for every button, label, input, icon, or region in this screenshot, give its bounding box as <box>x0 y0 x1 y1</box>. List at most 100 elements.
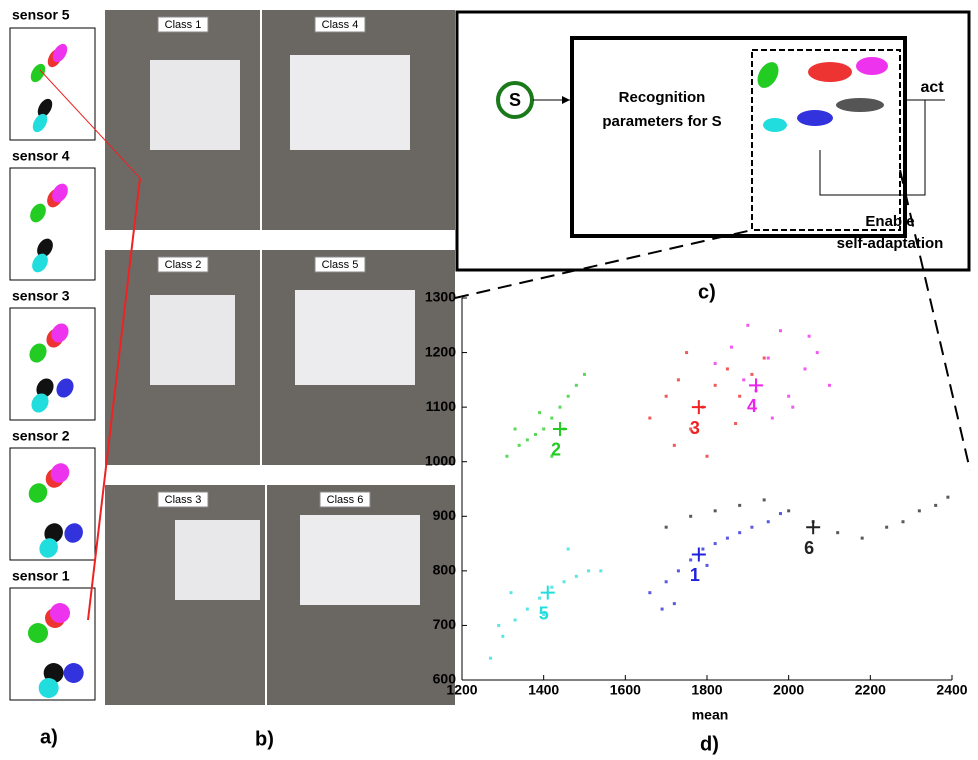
class-tag <box>157 256 209 273</box>
point <box>525 607 529 611</box>
sensor-box <box>9 447 96 561</box>
node-label: S <box>509 90 521 110</box>
panel-label: c) <box>698 281 716 303</box>
x-tick-label: 1200 <box>446 682 477 698</box>
point <box>664 525 668 529</box>
point <box>689 558 693 562</box>
box-text: parameters for S <box>602 113 721 130</box>
point <box>672 602 676 606</box>
sensor-blob <box>30 203 46 223</box>
panel-label: a) <box>40 726 58 748</box>
point <box>762 356 766 360</box>
point <box>725 367 729 371</box>
point <box>701 547 705 551</box>
point <box>946 495 950 499</box>
panel-label: b) <box>255 728 274 750</box>
point <box>489 656 493 660</box>
dashed-box <box>751 49 901 231</box>
feedback-line <box>819 100 926 196</box>
y-tick-label: 1200 <box>425 343 456 359</box>
blob <box>808 62 852 82</box>
arrow-head <box>562 96 570 104</box>
class-tag <box>157 491 209 508</box>
point <box>566 394 570 398</box>
screen <box>300 515 420 605</box>
class-label: Class 1 <box>165 19 202 31</box>
point <box>836 531 840 535</box>
point <box>750 372 754 376</box>
sensor-box <box>9 27 96 141</box>
point <box>734 422 738 426</box>
blob <box>856 57 888 75</box>
sensor-blob <box>39 538 58 558</box>
cluster-label: 3 <box>690 418 700 438</box>
point <box>738 503 742 507</box>
point <box>566 547 570 551</box>
panel-label: d) <box>700 733 719 755</box>
blob <box>763 118 787 132</box>
sensor-blob <box>63 663 84 683</box>
sensor-blob <box>28 623 48 643</box>
cluster-label: 2 <box>551 440 561 460</box>
cluster-center <box>691 400 706 415</box>
class-tag <box>157 16 209 33</box>
point <box>517 443 521 447</box>
class-tag <box>314 16 366 33</box>
x-tick-label: 1400 <box>528 682 559 698</box>
sensor-blob <box>29 343 47 363</box>
blob <box>757 62 779 88</box>
point <box>713 509 717 513</box>
point <box>766 356 770 360</box>
mini-scatter <box>757 57 888 132</box>
point <box>513 618 517 622</box>
point <box>730 345 733 349</box>
sensor-box <box>9 587 96 701</box>
point <box>509 591 513 595</box>
cluster-label: 5 <box>539 603 549 623</box>
point <box>534 432 537 436</box>
point <box>885 525 889 529</box>
point <box>550 454 554 458</box>
link-line <box>39 69 141 179</box>
feedback-text: Enable <box>865 213 914 230</box>
point <box>860 536 864 540</box>
sensor-blob <box>51 323 69 343</box>
cluster-center <box>553 421 567 436</box>
point <box>738 394 742 398</box>
point <box>787 509 791 513</box>
param-box <box>570 36 907 238</box>
point <box>562 580 566 584</box>
cluster-center <box>806 520 821 535</box>
y-tick-label: 800 <box>433 562 457 578</box>
sensor-title: sensor 3 <box>12 288 70 304</box>
sensor-column: sensor 5 sensor 4 sensor 3 sensor 2 sens… <box>9 7 96 701</box>
sensor-blob <box>36 378 54 398</box>
point <box>770 416 774 420</box>
sensor-blob <box>44 523 63 543</box>
cluster-center <box>691 547 706 562</box>
point <box>501 634 505 638</box>
y-tick-label: 1000 <box>425 452 456 468</box>
point <box>791 405 795 409</box>
point <box>513 427 517 431</box>
screen <box>295 290 415 385</box>
class-label: Class 6 <box>327 494 364 506</box>
point <box>828 383 831 387</box>
sensor-title: sensor 4 <box>12 148 70 164</box>
node-circle <box>496 81 534 119</box>
point <box>787 394 791 398</box>
class-label: Class 3 <box>165 494 202 506</box>
y-tick-label: 900 <box>433 507 457 523</box>
point <box>689 514 693 518</box>
point <box>713 542 717 546</box>
x-tick-label: 1800 <box>691 682 722 698</box>
cluster-label: 4 <box>747 396 757 416</box>
blob <box>797 110 833 126</box>
point <box>762 498 766 502</box>
diagram-frame <box>455 10 971 272</box>
point <box>779 329 782 333</box>
cluster-center <box>749 378 763 393</box>
x-axis-label: mean <box>692 707 729 723</box>
output-label: act <box>920 79 944 96</box>
